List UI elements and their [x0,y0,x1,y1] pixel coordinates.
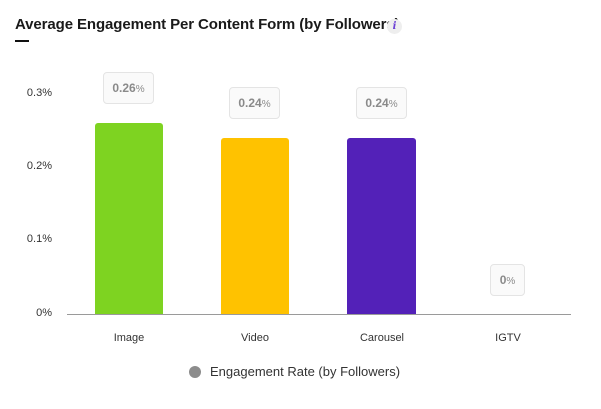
x-axis-line [67,314,571,315]
y-tick-label: 0.2% [26,160,52,172]
bar-carousel[interactable] [347,138,416,314]
x-label-video: Video [241,332,269,344]
value-label-carousel: 0.24% [356,87,407,119]
bar-video[interactable] [221,138,289,314]
x-label-carousel: Carousel [359,332,405,344]
legend-item[interactable]: Engagement Rate (by Followers) [189,364,400,379]
y-tick-label: 0% [36,307,52,319]
x-label-image: Image [113,332,145,344]
value-label-video: 0.24% [229,87,280,119]
y-tick-label: 0.1% [26,233,52,245]
title-underline [15,40,29,42]
y-tick-label: 0.3% [26,87,52,99]
legend-dot-icon [189,365,201,378]
value-label-igtv: 0% [490,264,525,296]
value-label-image: 0.26% [103,72,154,104]
info-icon[interactable]: i [387,19,402,34]
legend-label: Engagement Rate (by Followers) [210,364,401,379]
bar-image[interactable] [95,123,163,314]
chart-title: Average Engagement Per Content Form (by … [15,16,400,33]
x-label-igtv: IGTV [495,332,521,344]
